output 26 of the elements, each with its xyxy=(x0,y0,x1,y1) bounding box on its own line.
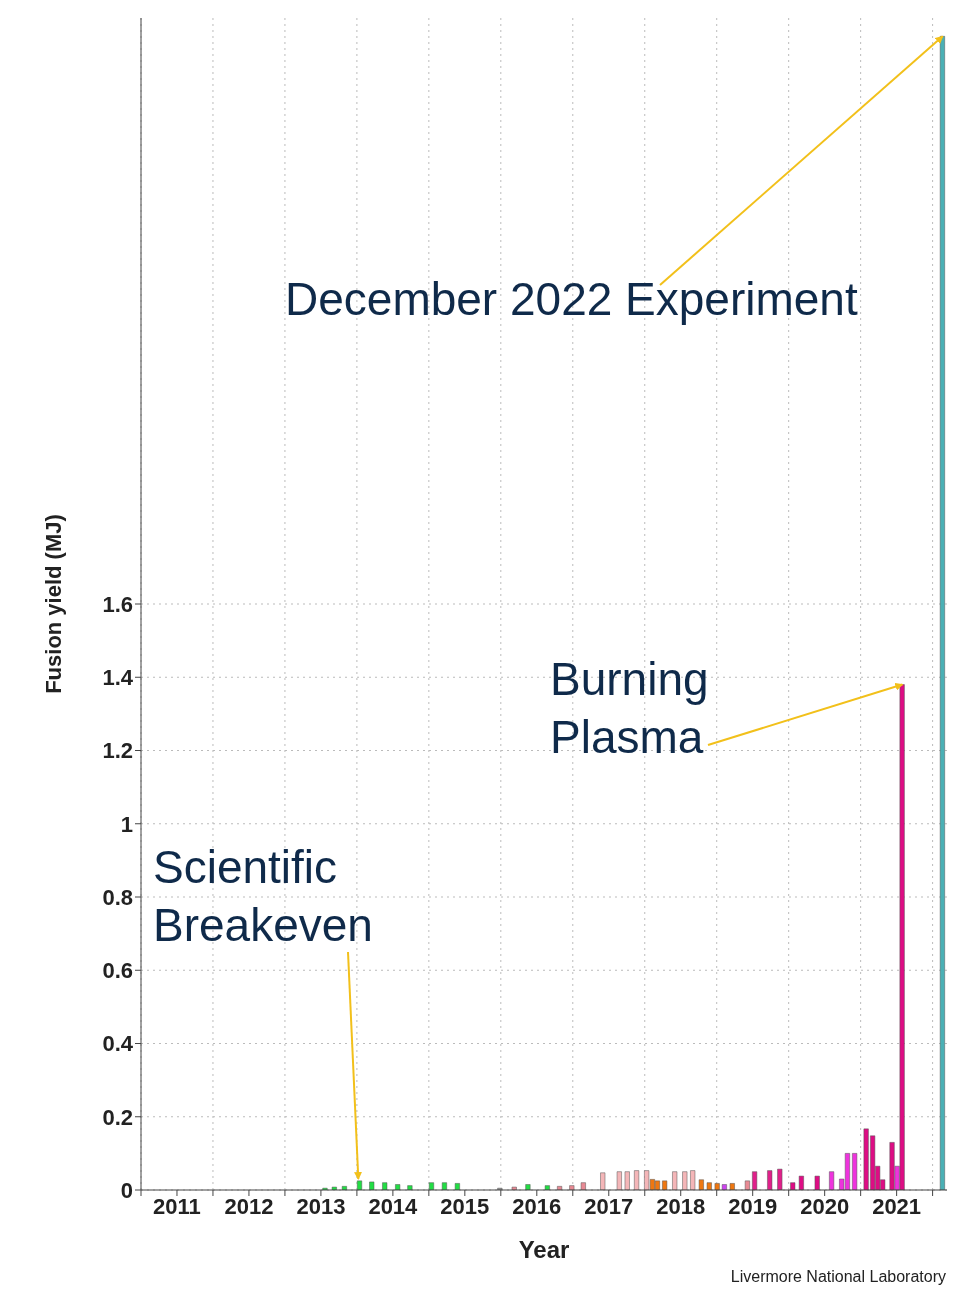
x-axis-title: Year xyxy=(518,1236,570,1263)
x-tick-label: 2013 xyxy=(296,1193,346,1219)
x-tick-label: 2015 xyxy=(440,1193,490,1219)
y-tick-label: 0.4 xyxy=(102,1031,134,1057)
x-tick-label: 2016 xyxy=(512,1193,562,1219)
y-tick-label: 0 xyxy=(120,1177,133,1203)
y-axis-title: Fusion yield (MJ) xyxy=(40,514,66,694)
y-tick-label: 1.6 xyxy=(102,591,133,617)
y-tick-label: 0.8 xyxy=(102,884,133,910)
x-tick-label: 2011 xyxy=(153,1193,201,1219)
x-tick-label: 2018 xyxy=(656,1193,706,1219)
y-tick-label: 1.2 xyxy=(102,738,133,764)
x-tick-label: 2019 xyxy=(728,1193,778,1219)
y-tick-label: 1 xyxy=(120,811,133,837)
x-tick-label: 2021 xyxy=(872,1193,922,1219)
y-tick-label: 0.2 xyxy=(102,1104,133,1130)
x-tick-label: 2020 xyxy=(800,1193,850,1219)
x-tick-label: 2014 xyxy=(368,1193,419,1219)
annotation: Burning Plasma xyxy=(550,652,710,765)
annotation: December 2022 Experiment xyxy=(285,272,859,327)
annotation: Scientific Breakeven xyxy=(153,840,374,953)
x-tick-label: 2012 xyxy=(224,1193,274,1219)
text: Livermore National Laboratory xyxy=(730,1268,946,1286)
y-tick-label: 1.4 xyxy=(102,665,134,691)
y-tick-label: 0.6 xyxy=(102,958,133,984)
x-tick-label: 2017 xyxy=(584,1193,634,1219)
